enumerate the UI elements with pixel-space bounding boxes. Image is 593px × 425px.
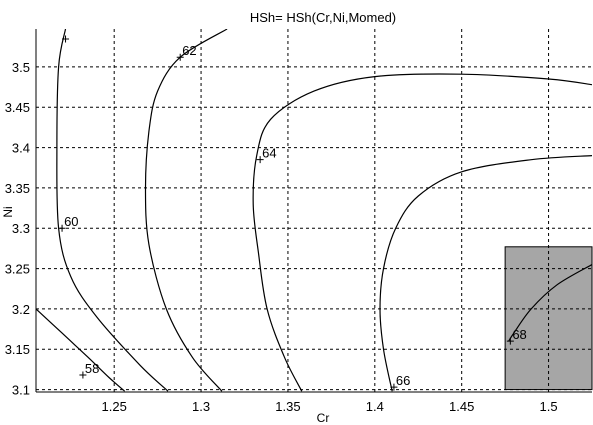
contour-marker-64 xyxy=(256,156,264,164)
contour-label-66: 66 xyxy=(396,373,410,388)
contour-line-68 xyxy=(508,263,592,342)
contour-line-60 xyxy=(56,29,169,392)
contour-marker-66 xyxy=(390,383,398,391)
contour-marker-62 xyxy=(176,53,184,61)
y-tick-label: 3.45 xyxy=(5,100,30,115)
y-tick-label: 3.35 xyxy=(5,181,30,196)
y-tick-label: 3.1 xyxy=(12,383,30,398)
x-tick-label: 1.25 xyxy=(102,399,127,414)
x-axis-label: Cr xyxy=(317,411,330,425)
contour-marker-58 xyxy=(79,371,87,379)
y-tick-label: 3.25 xyxy=(5,262,30,277)
y-tick-label: 3.3 xyxy=(12,221,30,236)
contour-label-58: 58 xyxy=(85,361,99,376)
contour-line-62 xyxy=(144,29,228,392)
x-tick-label: 1.4 xyxy=(366,399,384,414)
contour-marker-top xyxy=(62,35,70,43)
y-tick-label: 3.2 xyxy=(12,302,30,317)
x-tick-label: 1.3 xyxy=(192,399,210,414)
x-tick-label: 1.5 xyxy=(540,399,558,414)
chart-title: HSh= HSh(Cr,Ni,Momed) xyxy=(250,10,396,25)
x-tick-label: 1.35 xyxy=(275,399,300,414)
y-axis-label: Ni xyxy=(1,206,15,217)
contour-line-58 xyxy=(36,308,125,392)
contour-label-60: 60 xyxy=(64,214,78,229)
contour-label-62: 62 xyxy=(182,43,196,58)
contour-marker-68 xyxy=(506,337,514,345)
contour-label-64: 64 xyxy=(262,146,276,161)
contour-line-66 xyxy=(379,155,592,392)
contour-marker-60 xyxy=(58,224,66,232)
contour-line-64 xyxy=(252,73,592,392)
y-tick-label: 3.4 xyxy=(12,141,30,156)
x-tick-label: 1.45 xyxy=(449,399,474,414)
y-tick-label: 3.15 xyxy=(5,342,30,357)
contour-label-68: 68 xyxy=(512,327,526,342)
y-tick-label: 3.5 xyxy=(12,60,30,75)
